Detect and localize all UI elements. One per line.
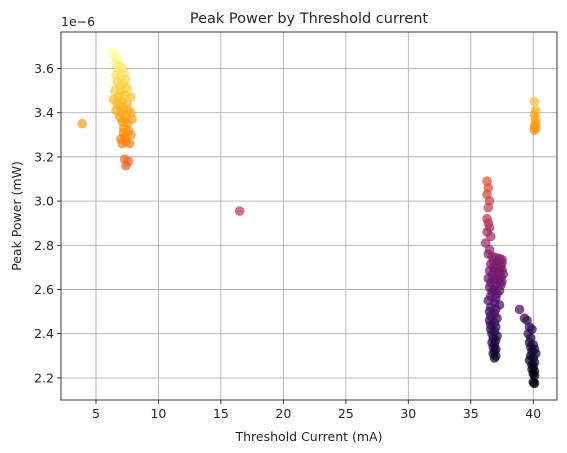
data-point — [77, 118, 88, 129]
y-axis-offset-label: 1e−6 — [61, 14, 95, 29]
scatter-points — [77, 48, 541, 389]
data-point — [117, 138, 128, 149]
chart-title: Peak Power by Threshold current — [190, 11, 429, 27]
data-point — [121, 160, 131, 171]
x-axis-label: Threshold Current (mA) — [235, 429, 383, 444]
y-tick-label: 3.0 — [34, 194, 54, 209]
data-point — [124, 138, 135, 149]
y-tick-label: 2.6 — [34, 282, 54, 297]
x-axis-ticks: 5 10 15 20 25 30 35 40 — [92, 400, 541, 421]
grid-lines — [61, 32, 557, 400]
plot-frame — [60, 31, 558, 401]
x-tick-label: 10 — [150, 406, 166, 421]
data-point — [483, 202, 494, 213]
data-point — [485, 231, 496, 242]
data-point — [489, 353, 500, 363]
data-point — [529, 96, 540, 107]
y-tick-label: 3.4 — [34, 105, 54, 120]
x-tick-label: 30 — [400, 406, 416, 421]
x-tick-label: 15 — [213, 406, 229, 421]
data-point — [529, 378, 540, 389]
y-tick-label: 3.6 — [34, 61, 54, 76]
x-tick-label: 40 — [525, 406, 541, 421]
x-tick-label: 25 — [338, 406, 354, 421]
y-axis-ticks: 2.2 2.4 2.6 2.8 3.0 3.2 3.4 3.6 — [34, 61, 61, 385]
y-tick-label: 2.4 — [34, 326, 54, 341]
y-tick-label: 3.2 — [34, 149, 54, 164]
x-tick-label: 35 — [463, 406, 479, 421]
y-tick-label: 2.8 — [34, 238, 54, 253]
data-point — [234, 206, 245, 216]
y-tick-label: 2.2 — [34, 370, 54, 385]
x-tick-label: 20 — [275, 406, 291, 421]
x-tick-label: 5 — [92, 406, 100, 421]
y-axis-label: Peak Power (mW) — [9, 161, 24, 271]
data-point — [529, 125, 540, 136]
data-point — [514, 304, 525, 315]
